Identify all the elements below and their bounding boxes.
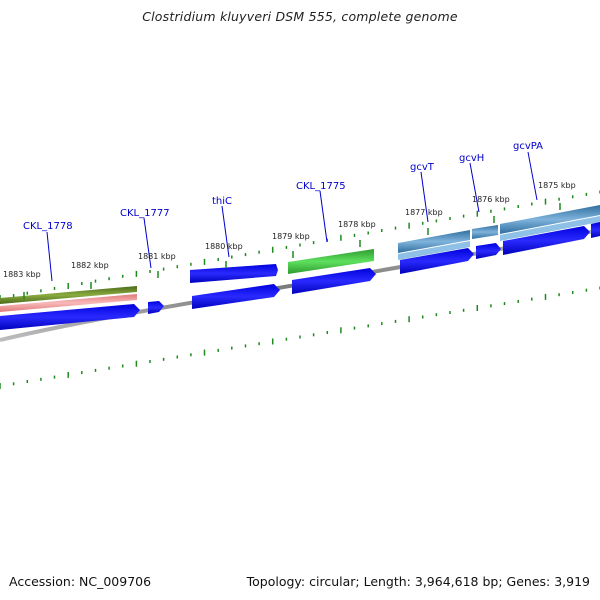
map-title: Clostridium kluyveri DSM 555, complete g…: [142, 9, 458, 24]
feature-steel-3: [500, 205, 600, 234]
gene-label-gcvPA[interactable]: gcvPA: [513, 141, 543, 152]
scale-label-1879: 1879 kbp: [272, 232, 310, 241]
cds-arrow: [190, 264, 278, 283]
scale-label-1880: 1880 kbp: [205, 242, 243, 251]
scale-label-1876: 1876 kbp: [472, 195, 510, 204]
genome-summary-text: Topology: circular; Length: 3,964,618 bp…: [246, 574, 590, 589]
feature-steel-2: [472, 225, 498, 239]
scale-ticks: [23, 203, 561, 299]
scale-label-1878: 1878 kbp: [338, 220, 376, 229]
cds-arrow: [192, 284, 280, 309]
leader-line: [46, 231, 53, 282]
feature-steel-5: [500, 216, 600, 241]
feature-steel-4: [398, 241, 470, 260]
cds-arrow: [148, 301, 164, 314]
leader-line: [319, 190, 328, 243]
outer-tick-ring: [0, 190, 600, 301]
feature-bands: [0, 205, 600, 312]
gene-label-CKL_1775[interactable]: CKL_1775: [296, 181, 346, 192]
scale-label-1883: 1883 kbp: [3, 270, 41, 279]
leader-line: [469, 162, 480, 213]
feature-green: [288, 249, 374, 274]
gene-leaders: [46, 151, 538, 282]
feature-steel-1: [398, 230, 470, 253]
gene-label-gcvH[interactable]: gcvH: [459, 153, 484, 164]
gene-label-CKL_1777[interactable]: CKL_1777: [120, 208, 170, 219]
leader-line: [420, 171, 429, 223]
cds-arrow: [591, 222, 600, 238]
leader-line: [143, 217, 152, 269]
scale-label-1877: 1877 kbp: [405, 208, 443, 217]
leader-line: [527, 151, 538, 201]
cds-arrow: [503, 226, 590, 255]
scale-label-1881: 1881 kbp: [138, 252, 176, 261]
cds-arrow: [476, 243, 501, 259]
cds-arrows: [0, 222, 600, 330]
scale-label-1875: 1875 kbp: [538, 181, 576, 190]
feature-olive: [0, 286, 137, 304]
cds-arrow: [292, 268, 376, 294]
accession-text: Accession: NC_009706: [9, 574, 152, 589]
inner-tick-ring: [0, 286, 600, 389]
gene-label-thiC[interactable]: thiC: [212, 196, 232, 207]
feature-pink: [0, 294, 137, 312]
leader-line: [221, 205, 230, 258]
gene-labels: CKL_1778 CKL_1777 thiC CKL_1775 gcvT gcv…: [23, 141, 543, 232]
scale-label-1882: 1882 kbp: [71, 261, 109, 270]
cds-arrow: [400, 248, 474, 274]
scale-labels: 1883 kbp 1882 kbp 1881 kbp 1880 kbp 1879…: [3, 181, 576, 279]
cds-arrow: [0, 304, 140, 330]
gene-label-CKL_1778[interactable]: CKL_1778: [23, 221, 73, 232]
gene-label-gcvT[interactable]: gcvT: [410, 162, 435, 173]
